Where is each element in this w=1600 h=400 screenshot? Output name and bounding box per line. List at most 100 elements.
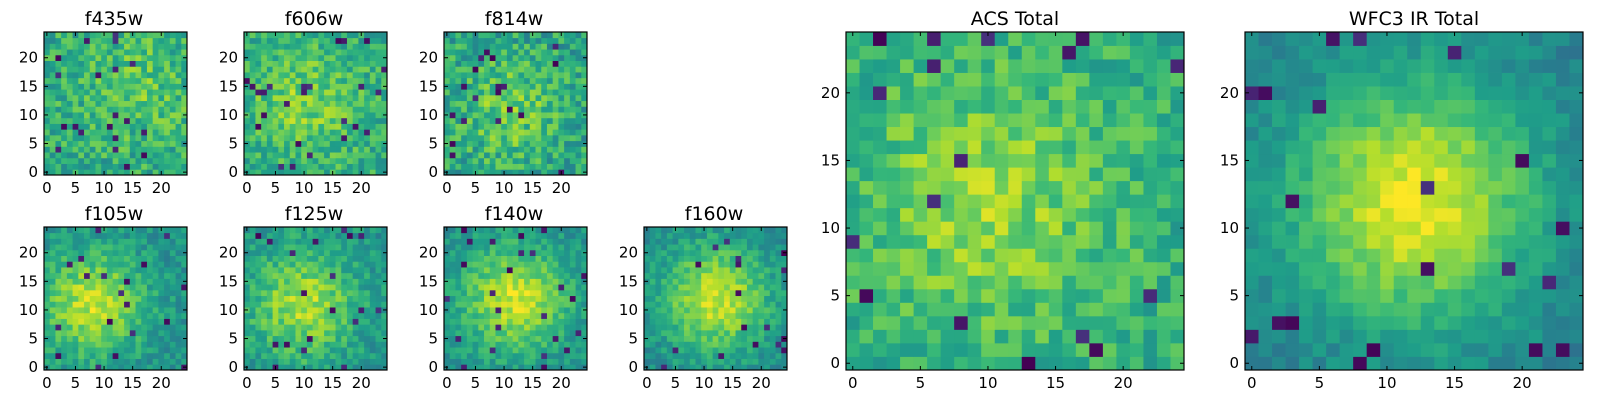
heatmap-cell bbox=[244, 129, 251, 136]
heatmap-cell bbox=[66, 117, 73, 124]
heatmap-cell bbox=[524, 301, 531, 308]
heatmap-cell bbox=[1143, 207, 1158, 222]
heatmap-cell bbox=[306, 272, 314, 279]
heatmap-cell bbox=[55, 272, 62, 279]
x-tick-label: 20 bbox=[552, 374, 571, 392]
heatmap-cell bbox=[1156, 167, 1171, 182]
heatmap-cell bbox=[661, 289, 668, 297]
heatmap-cell bbox=[181, 255, 188, 262]
heatmap-cell bbox=[529, 140, 536, 147]
heatmap-cell bbox=[575, 255, 582, 262]
heatmap-cell bbox=[661, 335, 668, 342]
heatmap-cell bbox=[346, 244, 354, 251]
heatmap-cell bbox=[249, 312, 256, 319]
heatmap-cell bbox=[129, 272, 136, 279]
heatmap-cell bbox=[1035, 194, 1050, 209]
heatmap-cell bbox=[266, 89, 273, 96]
heatmap-cell bbox=[764, 335, 771, 342]
heatmap-cell bbox=[552, 163, 559, 170]
heatmap-cell bbox=[352, 100, 359, 107]
heatmap-cell bbox=[524, 100, 531, 107]
heatmap-cell bbox=[352, 83, 359, 90]
heatmap-cell bbox=[152, 324, 159, 331]
heatmap-cell bbox=[341, 43, 348, 50]
heatmap-cell bbox=[358, 66, 365, 73]
heatmap-cell bbox=[158, 324, 165, 331]
heatmap-cell bbox=[278, 307, 285, 314]
heatmap-cell bbox=[701, 272, 708, 279]
heatmap-cell bbox=[478, 163, 485, 170]
heatmap-cell bbox=[1075, 167, 1090, 182]
heatmap-cell bbox=[466, 163, 473, 170]
heatmap-cell bbox=[564, 72, 571, 79]
heatmap-cell bbox=[569, 255, 576, 262]
heatmap-cell bbox=[1008, 288, 1023, 303]
heatmap-cell bbox=[495, 163, 502, 170]
heatmap-cell bbox=[352, 89, 359, 96]
heatmap-cell bbox=[101, 238, 108, 245]
heatmap-cell bbox=[701, 347, 708, 354]
heatmap-cell bbox=[518, 244, 525, 251]
heatmap-cell bbox=[375, 106, 382, 113]
heatmap-cell bbox=[581, 43, 588, 50]
heatmap-cell bbox=[489, 255, 496, 262]
heatmap-cell bbox=[1035, 342, 1050, 357]
heatmap-cell bbox=[272, 244, 279, 251]
heatmap-cell bbox=[506, 318, 514, 325]
heatmap-cell bbox=[501, 329, 508, 337]
heatmap-cell bbox=[169, 77, 176, 84]
heatmap-cell bbox=[775, 301, 782, 308]
heatmap-cell bbox=[735, 244, 742, 251]
heatmap-cell bbox=[146, 227, 154, 234]
heatmap-cell bbox=[312, 43, 319, 50]
heatmap-cell bbox=[449, 32, 456, 39]
heatmap-cell bbox=[518, 43, 525, 50]
y-tick-label: 0 bbox=[28, 358, 38, 376]
heatmap-cell bbox=[472, 289, 479, 297]
heatmap-cell bbox=[141, 335, 148, 342]
heatmap-cell bbox=[318, 244, 325, 251]
heatmap-cell bbox=[55, 37, 62, 44]
heatmap-cell bbox=[244, 43, 251, 50]
heatmap-cell bbox=[729, 249, 736, 256]
heatmap-cell bbox=[546, 232, 554, 239]
heatmap-cell bbox=[124, 157, 131, 164]
heatmap-cell bbox=[546, 318, 554, 325]
heatmap-cell bbox=[318, 72, 325, 79]
heatmap-cell bbox=[940, 221, 955, 236]
heatmap-cell bbox=[95, 129, 102, 136]
heatmap-cell bbox=[272, 117, 279, 124]
heatmap-cell bbox=[846, 221, 860, 236]
heatmap-cell bbox=[661, 255, 668, 262]
heatmap-cell bbox=[135, 157, 142, 164]
heatmap-cell bbox=[72, 307, 79, 314]
heatmap-cell bbox=[1170, 302, 1185, 317]
heatmap-cell bbox=[301, 60, 308, 67]
heatmap-cell bbox=[278, 244, 285, 251]
heatmap-cell bbox=[472, 347, 479, 354]
heatmap-cell bbox=[484, 140, 491, 147]
heatmap-cell bbox=[352, 152, 359, 159]
heatmap-cell bbox=[1170, 315, 1185, 330]
heatmap-cell bbox=[249, 238, 256, 245]
heatmap-cell bbox=[1170, 234, 1185, 249]
heatmap-cell bbox=[278, 352, 285, 359]
heatmap-cell bbox=[272, 278, 279, 285]
heatmap-cell bbox=[78, 329, 85, 337]
heatmap-cell bbox=[444, 77, 451, 84]
heatmap-cell bbox=[369, 295, 376, 302]
heatmap-cell bbox=[181, 227, 188, 234]
heatmap-cell bbox=[295, 335, 302, 342]
heatmap-cell bbox=[312, 72, 319, 79]
heatmap-cell bbox=[169, 358, 176, 365]
heatmap-cell bbox=[118, 312, 125, 319]
heatmap-cell bbox=[375, 169, 382, 176]
heatmap-cell bbox=[729, 267, 736, 274]
heatmap-cell bbox=[164, 54, 171, 61]
y-tick-label: 5 bbox=[228, 330, 238, 348]
heatmap-cell bbox=[255, 32, 262, 39]
heatmap-cell bbox=[729, 284, 736, 291]
heatmap-cell bbox=[181, 100, 188, 107]
